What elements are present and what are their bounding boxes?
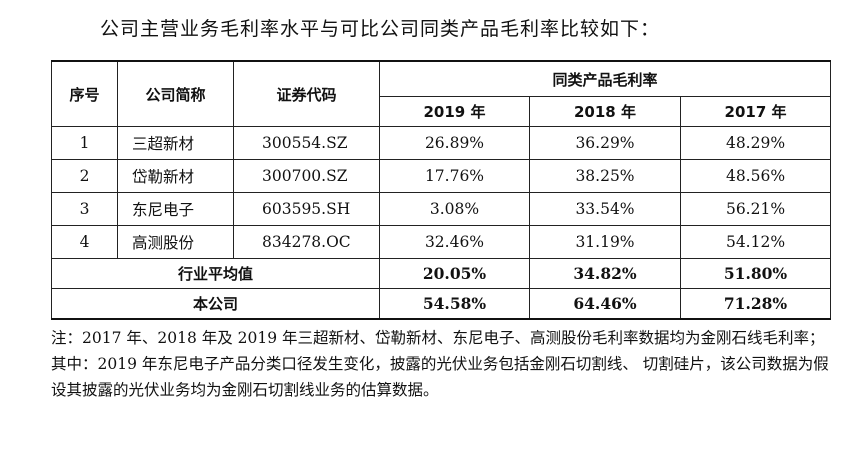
gross-margin-comparison-table: 序号 公司简称 证券代码 同类产品毛利率 2019 年 2018 年 2017 … xyxy=(51,60,832,320)
header-year-2019: 2019 年 xyxy=(379,96,530,127)
cell-2018: 38.25% xyxy=(529,159,681,193)
table-row: 4 高测股份 834278.OC 32.46% 31.19% 54.12% xyxy=(51,225,832,259)
company-label: 本公司 xyxy=(51,288,380,320)
section-title: 公司主营业务毛利率水平与可比公司同类产品毛利率比较如下： xyxy=(100,18,661,40)
header-seq: 序号 xyxy=(51,60,118,127)
header-year-2017: 2017 年 xyxy=(679,96,832,127)
cell-seq: 1 xyxy=(51,126,118,160)
cell-2018: 33.54% xyxy=(529,192,681,226)
cell-2017: 54.12% xyxy=(679,225,832,259)
company-2019: 54.58% xyxy=(379,288,530,320)
cell-2017: 48.56% xyxy=(679,159,832,193)
cell-2018: 36.29% xyxy=(529,126,681,160)
cell-2019: 17.76% xyxy=(379,159,530,193)
cell-code: 300554.SZ xyxy=(233,126,380,160)
average-2019: 20.05% xyxy=(379,258,530,289)
cell-2018: 31.19% xyxy=(529,225,681,259)
cell-2019: 3.08% xyxy=(379,192,530,226)
cell-code: 300700.SZ xyxy=(233,159,380,193)
industry-average-row: 行业平均值 20.05% 34.82% 51.80% xyxy=(51,258,832,289)
cell-2019: 26.89% xyxy=(379,126,530,160)
footnote: 注：2017 年、2018 年及 2019 年三超新材、岱勒新材、东尼电子、高测… xyxy=(51,329,829,399)
table-row: 1 三超新材 300554.SZ 26.89% 36.29% 48.29% xyxy=(51,126,832,160)
cell-seq: 4 xyxy=(51,225,118,259)
company-2017: 71.28% xyxy=(679,288,832,320)
cell-company: 岱勒新材 xyxy=(117,159,234,193)
company-2018: 64.46% xyxy=(529,288,681,320)
cell-2017: 56.21% xyxy=(679,192,832,226)
table-row: 3 东尼电子 603595.SH 3.08% 33.54% 56.21% xyxy=(51,192,832,226)
company-row: 本公司 54.58% 64.46% 71.28% xyxy=(51,288,832,320)
cell-2019: 32.46% xyxy=(379,225,530,259)
industry-average-label: 行业平均值 xyxy=(51,258,380,289)
cell-2017: 48.29% xyxy=(679,126,832,160)
cell-company: 东尼电子 xyxy=(117,192,234,226)
cell-company: 高测股份 xyxy=(117,225,234,259)
average-2017: 51.80% xyxy=(679,258,832,289)
header-company: 公司简称 xyxy=(117,60,234,127)
average-2018: 34.82% xyxy=(529,258,681,289)
cell-code: 603595.SH xyxy=(233,192,380,226)
header-code: 证券代码 xyxy=(233,60,380,127)
cell-seq: 3 xyxy=(51,192,118,226)
cell-code: 834278.OC xyxy=(233,225,380,259)
table-row: 2 岱勒新材 300700.SZ 17.76% 38.25% 48.56% xyxy=(51,159,832,193)
cell-seq: 2 xyxy=(51,159,118,193)
cell-company: 三超新材 xyxy=(117,126,234,160)
header-margin-group: 同类产品毛利率 xyxy=(378,60,832,97)
header-year-2018: 2018 年 xyxy=(529,96,681,127)
